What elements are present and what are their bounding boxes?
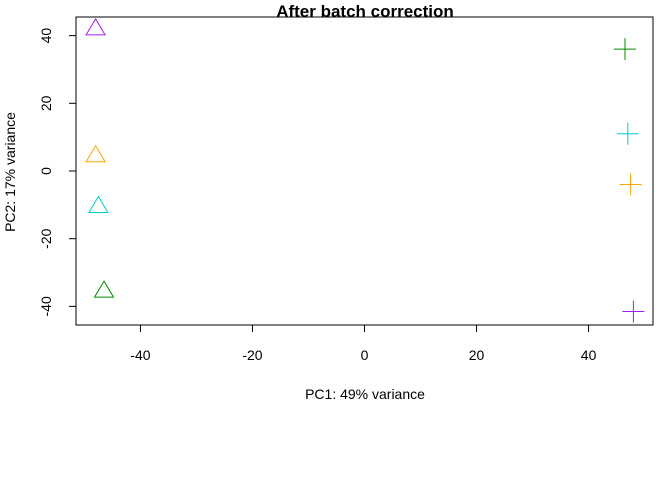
x-axis: -40 -20 0 20 40 xyxy=(130,324,597,363)
plus-point xyxy=(613,38,636,61)
y-tick-label: 20 xyxy=(38,95,54,111)
plus-point xyxy=(622,300,645,323)
x-tick-label: 40 xyxy=(581,347,597,363)
plot-frame xyxy=(75,16,654,326)
y-tick-label: 0 xyxy=(38,167,54,175)
plus-point xyxy=(619,173,642,196)
y-tick-label: -20 xyxy=(38,228,54,248)
y-tick-label: -40 xyxy=(38,296,54,316)
x-tick-label: 0 xyxy=(361,347,369,363)
triangle-point xyxy=(93,280,115,298)
triangle-point xyxy=(85,144,106,163)
y-axis: -40 -20 0 20 40 xyxy=(38,28,77,317)
y-tick-label: 40 xyxy=(38,28,54,44)
x-tick-label: -40 xyxy=(130,347,150,363)
plus-point xyxy=(616,122,639,145)
y-axis-label: PC2: 17% variance xyxy=(2,112,18,232)
x-tick-label: -20 xyxy=(242,347,262,363)
chart-title: After batch correction xyxy=(276,2,454,21)
x-tick-label: 20 xyxy=(469,347,485,363)
x-axis-label: PC1: 49% variance xyxy=(305,386,425,402)
data-points xyxy=(85,17,645,323)
triangle-point xyxy=(88,195,109,214)
triangle-point xyxy=(85,17,106,36)
